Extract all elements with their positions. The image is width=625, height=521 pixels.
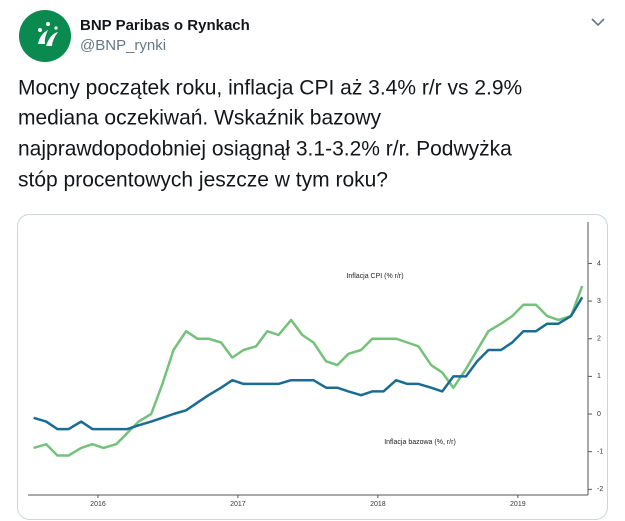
x-tick-label: 2017: [230, 501, 246, 508]
tweet-text: najprawdopodobniej osiągnął 3.1-3.2% r/r…: [18, 138, 512, 161]
logo: [38, 22, 58, 46]
y-tick-label: 2: [597, 336, 601, 343]
y-tick-label: 4: [597, 260, 601, 267]
series-line: [33, 285, 584, 457]
user-handle[interactable]: @BNP_rynki: [80, 37, 166, 54]
y-tick-label: -2: [597, 486, 603, 493]
series-line: [33, 296, 584, 431]
user-name[interactable]: BNP Paribas o Rynkach: [80, 17, 250, 34]
x-tick-label: 2018: [370, 501, 386, 508]
media-frame[interactable]: [17, 214, 608, 520]
y-tick-label: 3: [597, 298, 601, 305]
tweet-text: stóp procentowych jeszcze w tym roku?: [18, 169, 388, 192]
menu-chevron[interactable]: [591, 18, 605, 27]
y-tick-label: -1: [597, 449, 603, 456]
chart: -2 -1 0 1 2 3 4 2016 2017 2018 2019 Inflacja CPI (%…: [28, 222, 603, 508]
annotation: Inflacja bazowa (%, r/r): [384, 439, 456, 446]
annotation: Inflacja CPI (% r/r): [346, 273, 403, 280]
x-tick-label: 2019: [510, 501, 526, 508]
tweet-text: Mocny początek roku, inflacja CPI aż 3.4…: [18, 77, 522, 100]
x-tick-label: 2016: [90, 501, 106, 508]
tweet-text: mediana oczekiwań. Wskaźnik bazowy: [18, 107, 381, 130]
y-tick-label: 0: [597, 411, 601, 418]
y-tick-label: 1: [597, 373, 601, 380]
